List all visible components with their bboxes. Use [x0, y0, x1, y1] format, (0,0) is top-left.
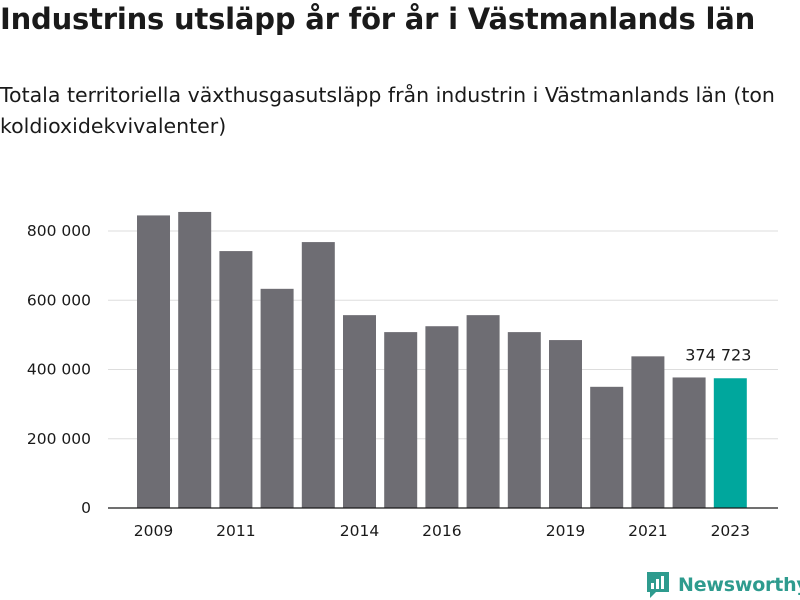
bar [713, 378, 747, 508]
y-tick-label: 800 000 [27, 222, 91, 240]
x-tick-label: 2019 [546, 522, 585, 540]
bar [425, 326, 459, 508]
x-tick-label: 2009 [134, 522, 173, 540]
brand-name: Newsworthy [678, 573, 800, 596]
bar [672, 377, 706, 508]
axes: 0 200 000 400 000 600 000 800 000 2009 2011 201… [27, 222, 778, 540]
x-tick-label: 2016 [422, 522, 461, 540]
bar [343, 315, 376, 508]
newsworthy-logo: Newsworthy [645, 570, 800, 599]
x-tick-label: 2021 [628, 522, 667, 540]
y-tick-label: 600 000 [27, 291, 91, 309]
y-tick-label: 400 000 [27, 361, 91, 379]
bars [137, 211, 747, 509]
bar [466, 315, 500, 508]
bar [631, 356, 665, 508]
bar [178, 211, 212, 509]
y-tick-label: 200 000 [27, 430, 91, 448]
bar [549, 340, 582, 508]
chart-title: Industrins utsläpp år för år i Västmanla… [0, 2, 756, 36]
x-tick-label: 2011 [216, 522, 255, 540]
newsworthy-icon [647, 572, 669, 598]
y-tick-label: 0 [81, 499, 91, 517]
chart-subtitle: Totala territoriella växthusgasutsläpp f… [0, 83, 775, 138]
x-tick-label: 2023 [711, 522, 750, 540]
bar [507, 332, 541, 508]
bar [260, 288, 294, 508]
x-tick-label: 2014 [340, 522, 379, 540]
bar [384, 332, 418, 508]
bar [590, 386, 624, 508]
data-label: 374 723 [685, 345, 751, 364]
bar [301, 242, 335, 508]
bar [137, 215, 170, 508]
bar [219, 251, 253, 508]
